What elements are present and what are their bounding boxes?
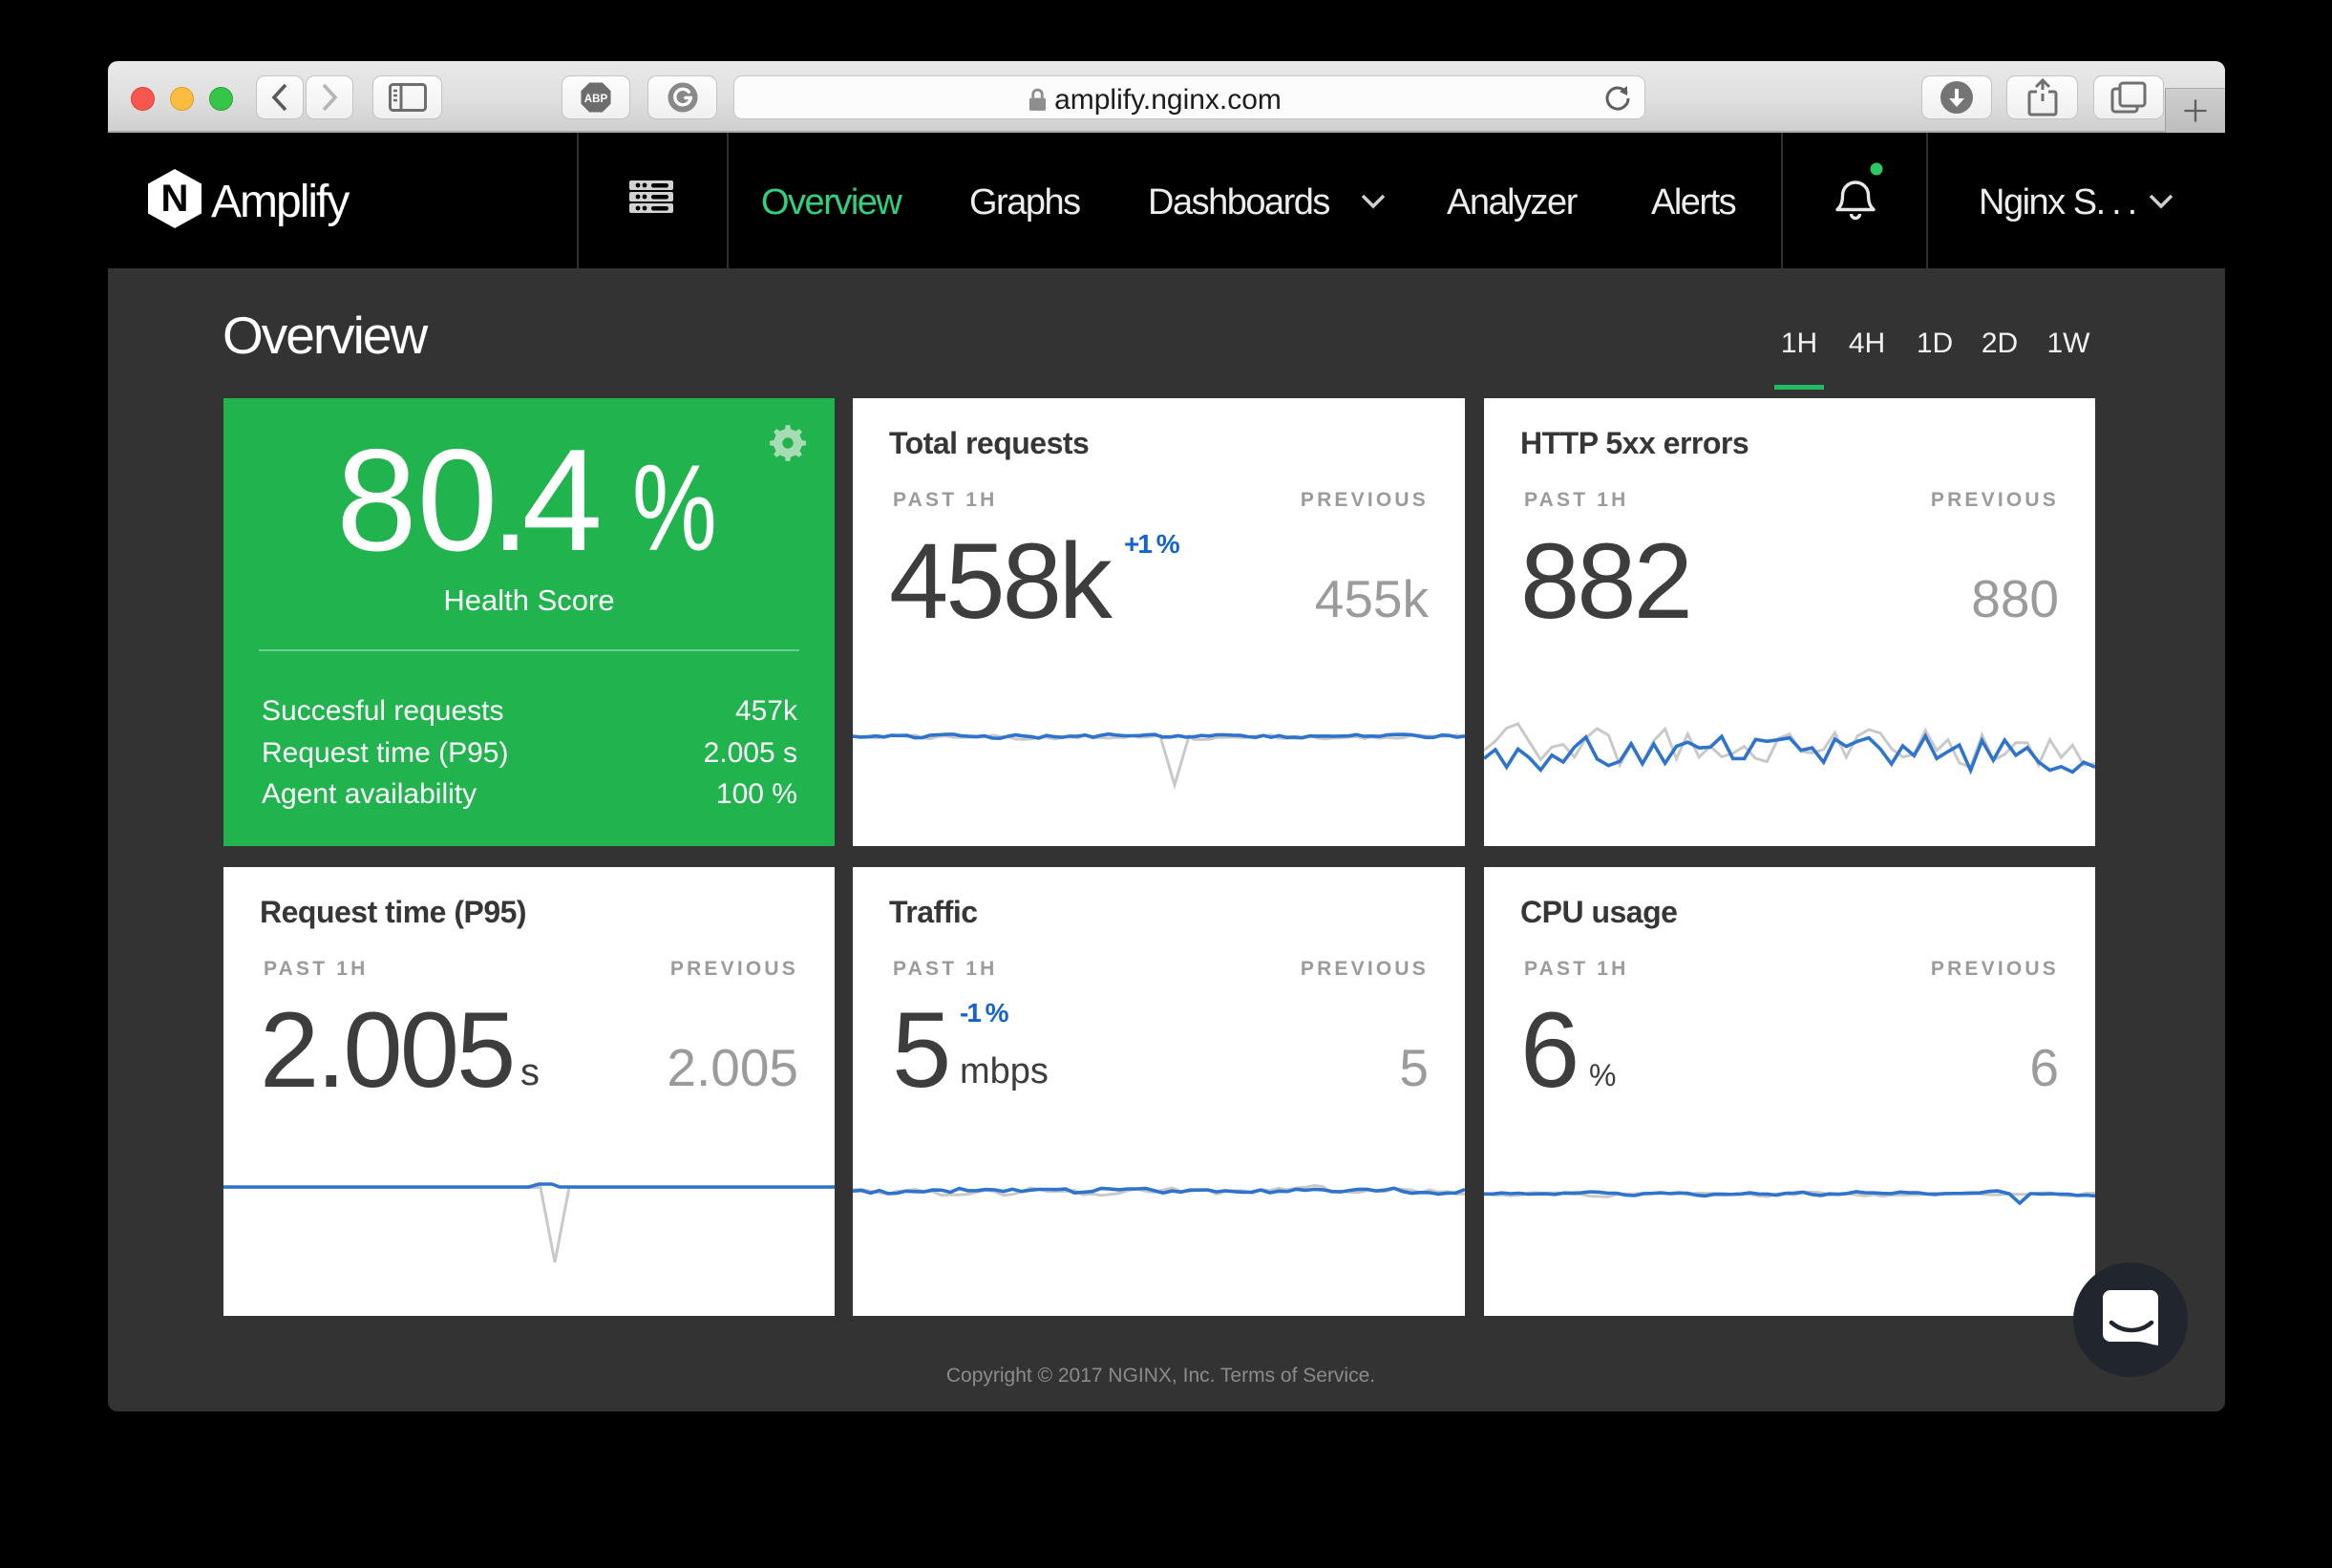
- svg-text:ABP: ABP: [584, 93, 608, 105]
- svg-text:N: N: [161, 178, 189, 220]
